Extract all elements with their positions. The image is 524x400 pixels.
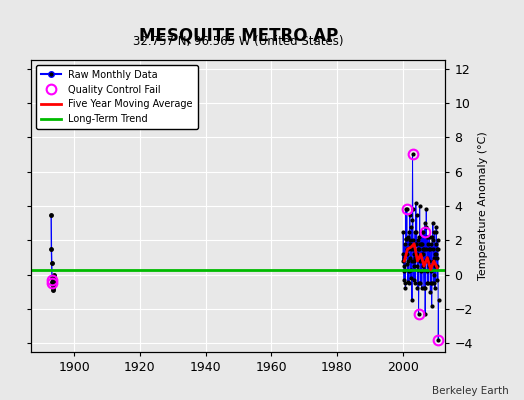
Text: Berkeley Earth: Berkeley Earth [432, 386, 508, 396]
Y-axis label: Temperature Anomaly (°C): Temperature Anomaly (°C) [478, 132, 488, 280]
Text: 32.757 N, 96.565 W (United States): 32.757 N, 96.565 W (United States) [133, 35, 344, 48]
Legend: Raw Monthly Data, Quality Control Fail, Five Year Moving Average, Long-Term Tren: Raw Monthly Data, Quality Control Fail, … [36, 65, 198, 129]
Title: MESQUITE METRO AP: MESQUITE METRO AP [139, 26, 338, 44]
